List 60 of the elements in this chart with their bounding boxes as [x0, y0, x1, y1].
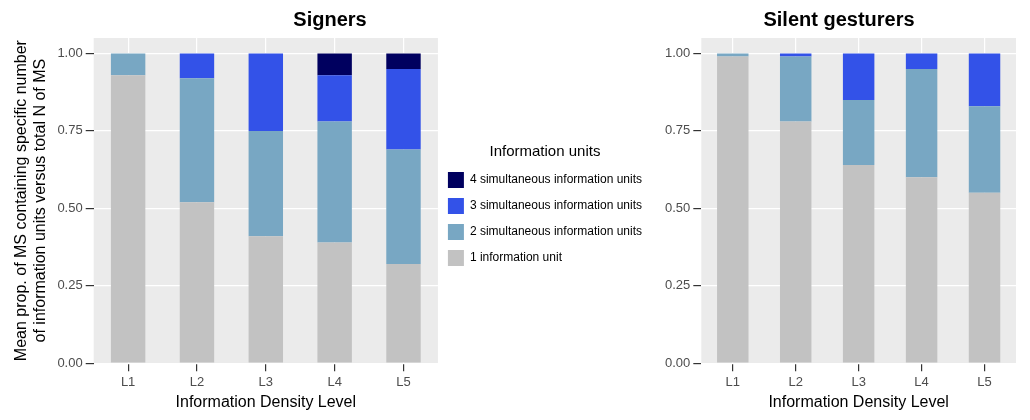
bar [842, 99, 875, 165]
bar [248, 53, 284, 131]
y-tick-label: 0.00 [57, 354, 83, 370]
y-tick-label: 1.00 [664, 45, 691, 61]
x-axis-title: Information Density Level [175, 392, 357, 410]
x-axis-title: Information Density Level [768, 392, 949, 410]
bar [968, 106, 1001, 193]
y-tick-label: 0.75 [664, 122, 691, 138]
x-tick-label: L4 [327, 373, 342, 389]
legend-label: 4 simultaneous information units [469, 172, 642, 187]
x-tick-label: L5 [396, 373, 411, 389]
bar [317, 121, 352, 243]
y-tick-label: 0.00 [664, 354, 691, 370]
x-tick-label: L5 [977, 373, 992, 389]
x-tick-label: L2 [189, 373, 205, 389]
bar [386, 264, 421, 363]
y-tick-label: 0.75 [57, 122, 83, 138]
bar [968, 53, 1001, 107]
bar [248, 130, 284, 237]
bar [386, 68, 421, 150]
y-tick-label: 1.00 [57, 45, 83, 61]
bar [317, 75, 352, 122]
bar [717, 56, 749, 363]
bar [317, 53, 352, 76]
bar [779, 121, 812, 363]
bar [179, 202, 215, 363]
bar [110, 75, 146, 363]
bar [905, 53, 938, 69]
bar [842, 164, 875, 363]
y-axis-title: Mean prop. of MS containing specific number of information units versus total N of MS [12, 39, 49, 362]
bar [386, 53, 421, 69]
x-tick-label: L3 [851, 373, 866, 389]
y-tick-label: 0.50 [57, 199, 83, 215]
chart-title: Signers [293, 7, 367, 30]
x-tick-label: L2 [788, 373, 803, 389]
bar [905, 68, 938, 178]
y-tick-label: 0.50 [664, 199, 691, 215]
legend-label: 1 information unit [469, 250, 563, 265]
bar [317, 242, 352, 363]
bar [968, 192, 1001, 363]
y-tick-label: 0.25 [664, 277, 691, 293]
x-tick-label: L3 [258, 373, 274, 389]
x-tick-label: L4 [914, 373, 929, 389]
bar [179, 78, 215, 203]
bar [905, 177, 938, 363]
legend-label: 2 simultaneous information units [469, 224, 642, 239]
bar [248, 236, 284, 363]
bar [779, 53, 812, 57]
bar [179, 53, 215, 79]
x-tick-label: L1 [120, 373, 136, 389]
chart-title: Silent gesturers [763, 7, 915, 30]
legend-label: 3 simultaneous information units [469, 198, 642, 213]
bar [779, 56, 812, 122]
bar [842, 53, 875, 100]
bar [717, 53, 749, 57]
bar [110, 53, 146, 76]
x-tick-label: L1 [725, 373, 741, 389]
bar [386, 149, 421, 265]
y-tick-label: 0.25 [57, 277, 83, 293]
legend-title: Information units [489, 141, 601, 159]
